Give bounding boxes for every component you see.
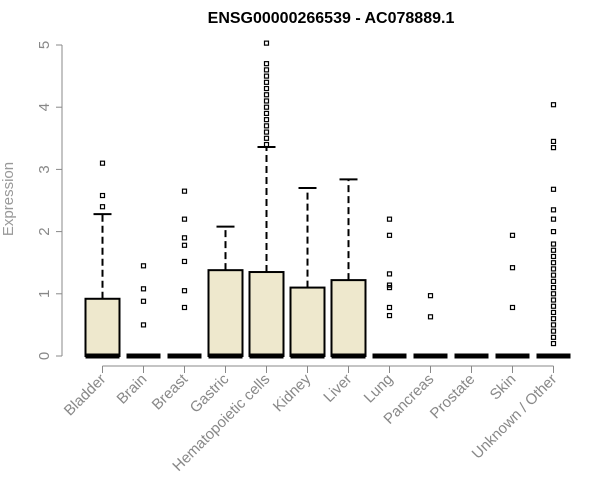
outlier-point <box>181 235 188 241</box>
outlier-point <box>263 92 270 98</box>
outlier-point <box>263 117 270 123</box>
outlier-point <box>263 129 270 135</box>
y-tick-label: 2 <box>36 227 53 235</box>
outlier-point <box>550 207 557 213</box>
outlier-point <box>99 192 106 199</box>
outlier-point <box>140 322 147 328</box>
x-tick-label: Lung <box>361 371 397 407</box>
x-tick-label: Liver <box>320 371 355 406</box>
y-tick-label: 1 <box>36 290 53 298</box>
outlier-point <box>550 303 557 309</box>
box-body <box>207 269 244 357</box>
outlier-point <box>550 253 557 260</box>
outlier-point <box>550 328 557 334</box>
outlier-point <box>263 85 270 92</box>
outlier-point <box>386 271 393 277</box>
outlier-point <box>550 322 557 328</box>
outlier-point <box>263 141 270 148</box>
outlier-point <box>263 61 270 67</box>
outlier-point <box>99 160 106 166</box>
outlier-point <box>386 232 393 238</box>
outlier-point <box>386 304 393 311</box>
outlier-point <box>550 241 557 247</box>
outlier-point <box>550 266 557 272</box>
box-group <box>84 213 121 359</box>
x-tick-label: Brain <box>114 371 151 408</box>
outlier-point <box>263 67 270 73</box>
x-tick-label: Kidney <box>270 370 315 415</box>
outlier-point <box>550 229 557 235</box>
outlier-point <box>550 138 557 145</box>
outlier-point <box>550 145 557 151</box>
x-tick-label: Bladder <box>61 371 110 420</box>
outlier-point <box>263 73 270 79</box>
outlier-point <box>263 135 270 141</box>
outlier-point <box>386 216 393 222</box>
outlier-point <box>263 98 270 104</box>
outliers <box>99 40 557 347</box>
outlier-point <box>181 288 188 294</box>
outlier-point <box>263 79 270 85</box>
outlier-point <box>99 204 106 210</box>
outlier-point <box>140 286 147 292</box>
outlier-point <box>550 316 557 322</box>
outlier-point <box>550 297 557 303</box>
outlier-point <box>550 272 557 278</box>
outlier-point <box>181 242 188 248</box>
outlier-point <box>263 123 270 129</box>
outlier-point <box>550 247 557 253</box>
outlier-point <box>263 40 270 46</box>
chart-title: ENSG00000266539 - AC078889.1 <box>208 10 455 27</box>
box-body <box>248 271 285 357</box>
outlier-point <box>550 284 557 291</box>
box-body <box>84 297 121 357</box>
outlier-point <box>550 340 557 347</box>
box-body <box>289 286 326 357</box>
outlier-point <box>263 104 270 110</box>
outlier-point <box>386 312 393 319</box>
outlier-point <box>550 102 557 108</box>
outlier-point <box>550 334 557 340</box>
y-tick-label: 0 <box>36 352 53 360</box>
outlier-point <box>427 293 434 299</box>
outlier-point <box>427 314 434 320</box>
outlier-point <box>550 291 557 297</box>
outlier-point <box>386 282 393 288</box>
outlier-point <box>181 216 188 222</box>
x-tick-label: Breast <box>149 370 192 413</box>
outlier-point <box>140 263 147 269</box>
y-tick-label: 5 <box>36 41 53 49</box>
boxes <box>84 146 571 359</box>
outlier-point <box>550 309 557 316</box>
outlier-point <box>263 110 270 117</box>
outlier-point <box>550 186 557 192</box>
box-group <box>330 178 367 359</box>
outlier-point <box>509 265 516 271</box>
box-body <box>330 279 367 357</box>
outlier-point <box>181 188 188 194</box>
y-tick-label: 4 <box>36 103 53 111</box>
outlier-point <box>550 260 557 266</box>
x-tick-label: Prostate <box>427 371 479 423</box>
outlier-point <box>181 304 188 311</box>
outlier-point <box>550 278 557 284</box>
y-tick-label: 3 <box>36 165 53 173</box>
outlier-point <box>550 216 557 222</box>
box-group <box>248 146 285 359</box>
outlier-point <box>509 232 516 238</box>
outlier-point <box>181 258 188 265</box>
x-tick-label: Skin <box>487 371 520 404</box>
box-group <box>289 187 326 359</box>
box-group <box>207 225 244 359</box>
outlier-point <box>509 304 516 311</box>
outlier-point <box>140 298 147 304</box>
y-axis-label: Expression <box>0 162 17 236</box>
